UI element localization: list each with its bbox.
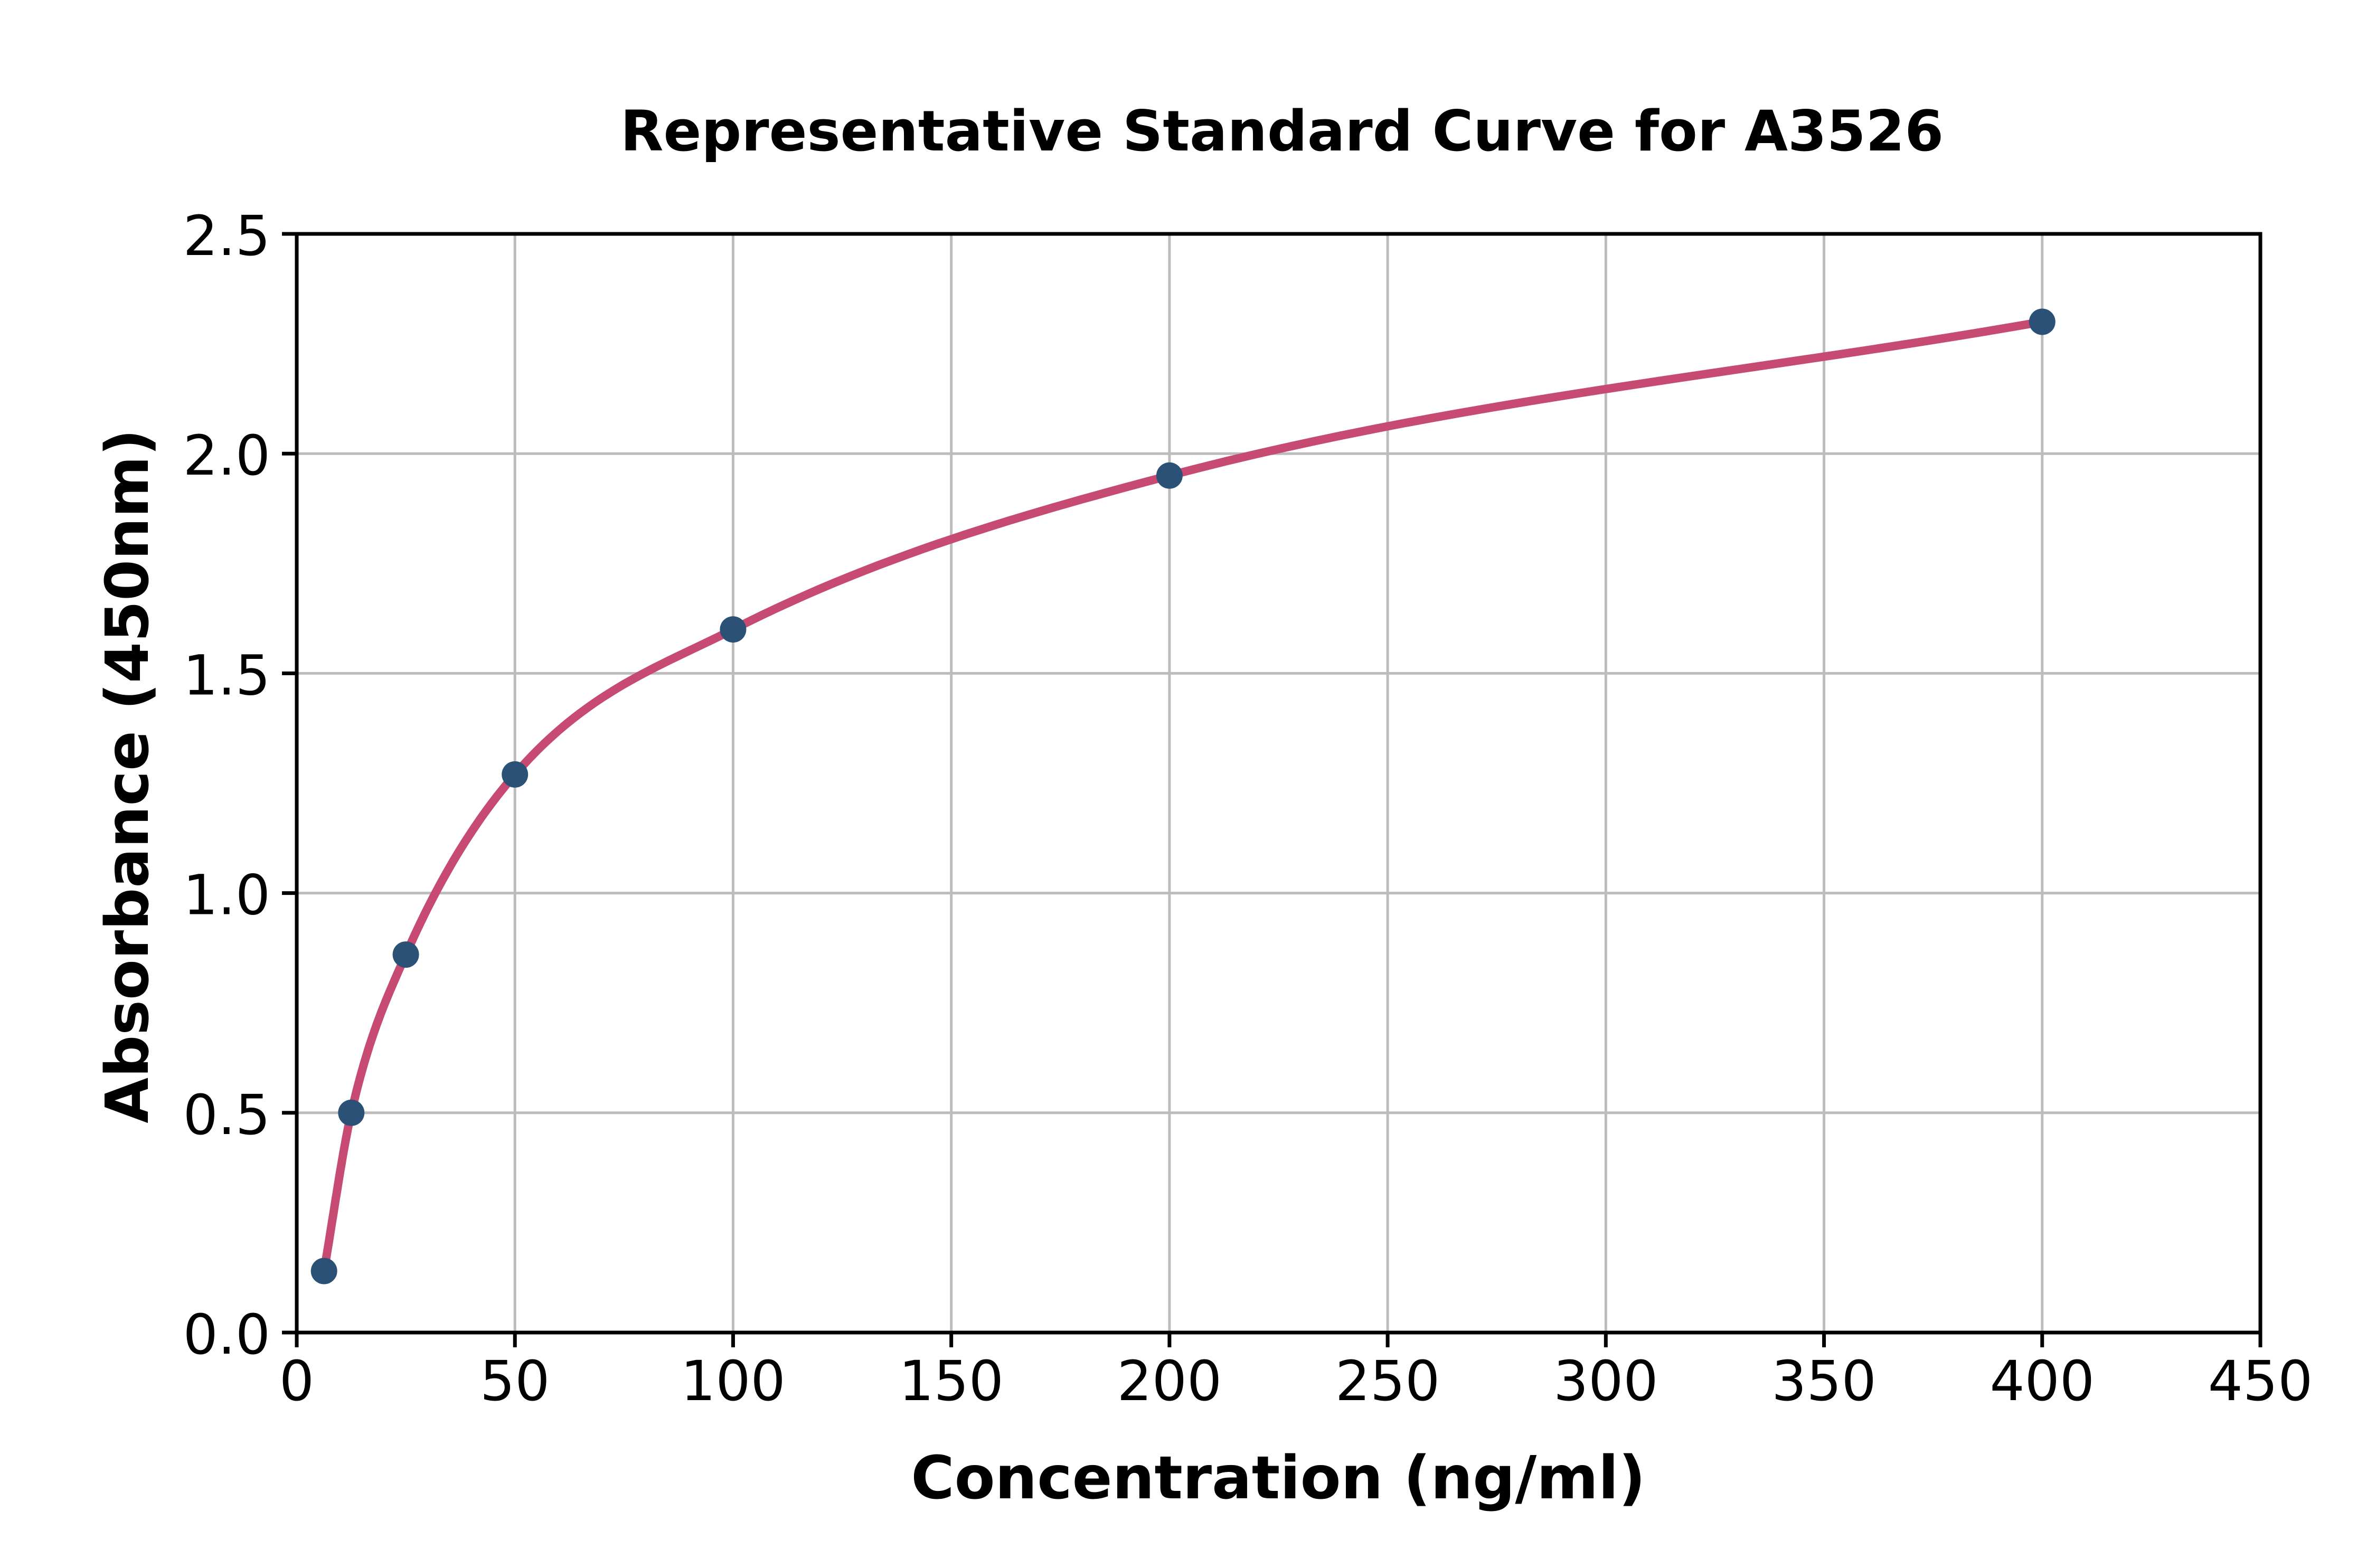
plot-border xyxy=(295,232,2262,1335)
x-tick-label: 100 xyxy=(681,1349,786,1413)
x-tick-label: 0 xyxy=(279,1349,314,1413)
y-tick-label: 2.5 xyxy=(183,204,270,268)
y-axis-label: Absorbance (450nm) xyxy=(93,429,162,1123)
y-tick-label: 2.0 xyxy=(183,423,270,488)
data-point xyxy=(502,761,529,788)
y-tick-label: 0.0 xyxy=(183,1302,270,1367)
tick-marks-layer xyxy=(282,232,2262,1347)
data-points-layer xyxy=(310,308,2056,1284)
y-tick-label: 0.5 xyxy=(183,1083,270,1147)
data-point xyxy=(1156,462,1183,489)
data-point xyxy=(392,941,419,968)
data-point xyxy=(720,616,747,643)
grid-layer xyxy=(295,232,2262,1334)
x-axis-label: Concentration (ng/ml) xyxy=(911,1444,1645,1513)
x-tick-label: 300 xyxy=(1553,1349,1658,1413)
x-tick-label: 200 xyxy=(1117,1349,1222,1413)
y-tick-label: 1.5 xyxy=(183,643,270,707)
data-point xyxy=(338,1099,365,1126)
x-tick-label: 50 xyxy=(480,1349,550,1413)
x-tick-label: 400 xyxy=(1990,1349,2095,1413)
chart-title: Representative Standard Curve for A3526 xyxy=(620,99,1944,164)
x-tick-label: 350 xyxy=(1771,1349,1877,1413)
data-point xyxy=(2029,308,2056,335)
tick-labels-layer: 0 50 100 150 200 250 300 350 400 450 0.0 0.5 1.0 1.5 2… xyxy=(183,204,2313,1413)
x-tick-label: 150 xyxy=(899,1349,1004,1413)
x-tick-label: 250 xyxy=(1335,1349,1440,1413)
x-tick-label: 450 xyxy=(2208,1349,2313,1413)
fit-curve-line xyxy=(319,317,2047,1276)
data-point xyxy=(310,1258,337,1284)
y-tick-label: 1.0 xyxy=(183,863,270,928)
